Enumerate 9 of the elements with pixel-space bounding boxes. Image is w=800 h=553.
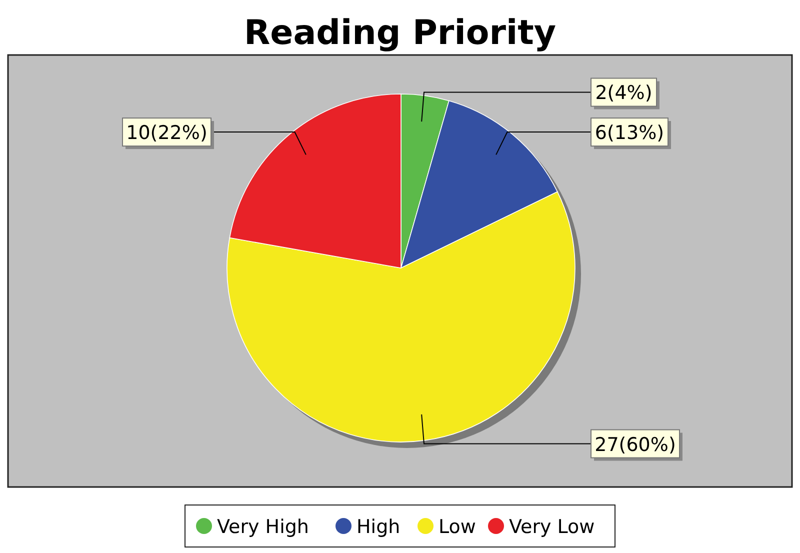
legend-label: Low (438, 516, 476, 538)
data-label: 2(4%) (595, 82, 652, 104)
data-label: 10(22%) (126, 122, 208, 144)
legend-label: Very High (217, 516, 309, 538)
legend-label: High (356, 516, 400, 538)
legend-label: Very Low (509, 516, 595, 538)
data-label: 6(13%) (594, 122, 664, 144)
data-label: 27(60%) (594, 434, 676, 456)
chart-title: Reading Priority (244, 13, 556, 53)
